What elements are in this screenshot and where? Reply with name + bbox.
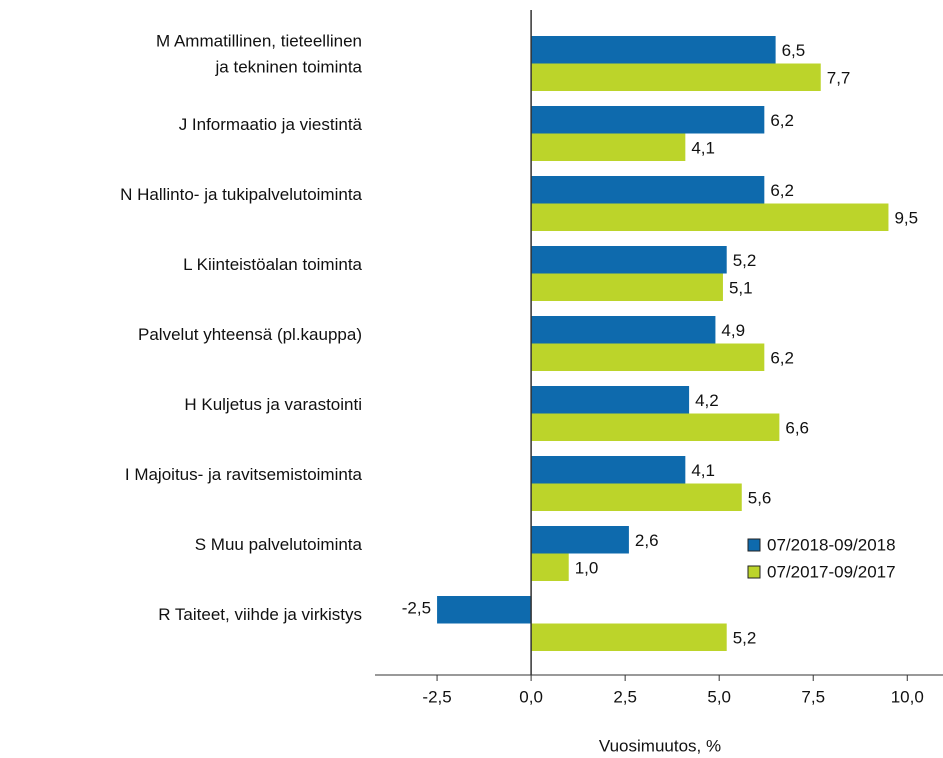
bar [531, 176, 765, 204]
bar [531, 316, 716, 344]
value-label: 4,9 [721, 321, 745, 340]
bar [531, 456, 686, 484]
bar [531, 63, 821, 91]
legend-swatch [747, 565, 761, 579]
category-label: R Taiteet, viihde ja virkistys [158, 605, 362, 624]
value-label: 6,2 [770, 181, 794, 200]
category-label: J Informaatio ja viestintä [179, 115, 363, 134]
category-label: M Ammatillinen, tieteellinen ja tekninen … [156, 32, 363, 77]
legend-swatch [747, 538, 761, 552]
value-label: 9,5 [894, 209, 918, 228]
value-label: 5,6 [748, 489, 772, 508]
value-label: 5,1 [729, 279, 753, 298]
bar [531, 106, 765, 134]
bar [437, 596, 532, 624]
value-label: -2,5 [402, 598, 431, 617]
category-label: I Majoitus- ja ravitsemistoiminta [125, 465, 363, 484]
x-tick-label: 5,0 [707, 687, 731, 706]
bar [531, 133, 686, 161]
value-label: 4,1 [691, 139, 715, 158]
bar [531, 483, 742, 511]
value-label: 1,0 [575, 559, 599, 578]
category-label: N Hallinto- ja tukipalvelutoiminta [120, 185, 362, 204]
x-tick-label: 2,5 [613, 687, 637, 706]
x-axis-title: Vuosimuutos, % [599, 736, 721, 755]
x-tick-label: 7,5 [801, 687, 825, 706]
x-tick-label: -2,5 [422, 687, 451, 706]
bar [531, 623, 727, 651]
category-label: S Muu palvelutoiminta [195, 535, 363, 554]
bar [531, 36, 776, 64]
x-tick-label: 0,0 [519, 687, 543, 706]
category-label: L Kiinteistöalan toiminta [183, 255, 362, 274]
category-label: H Kuljetus ja varastointi [184, 395, 362, 414]
bar [531, 413, 780, 441]
legend-label: 07/2017-09/2017 [767, 562, 896, 581]
legend-label: 07/2018-09/2018 [767, 535, 896, 554]
value-label: 4,2 [695, 391, 719, 410]
value-label: 7,7 [827, 69, 851, 88]
value-label: 4,1 [691, 461, 715, 480]
bar [531, 203, 889, 231]
value-label: 6,6 [785, 419, 809, 438]
value-label: 6,5 [782, 41, 806, 60]
x-tick-label: 10,0 [891, 687, 924, 706]
value-label: 5,2 [733, 251, 757, 270]
category-label: Palvelut yhteensä (pl.kauppa) [138, 325, 362, 344]
value-label: 6,2 [770, 349, 794, 368]
bar [531, 273, 723, 301]
bar [531, 343, 765, 371]
value-label: 6,2 [770, 111, 794, 130]
bar [531, 246, 727, 274]
value-label: 5,2 [733, 629, 757, 648]
value-label: 2,6 [635, 531, 659, 550]
bar [531, 386, 690, 414]
bar [531, 526, 629, 554]
bar [531, 553, 569, 581]
